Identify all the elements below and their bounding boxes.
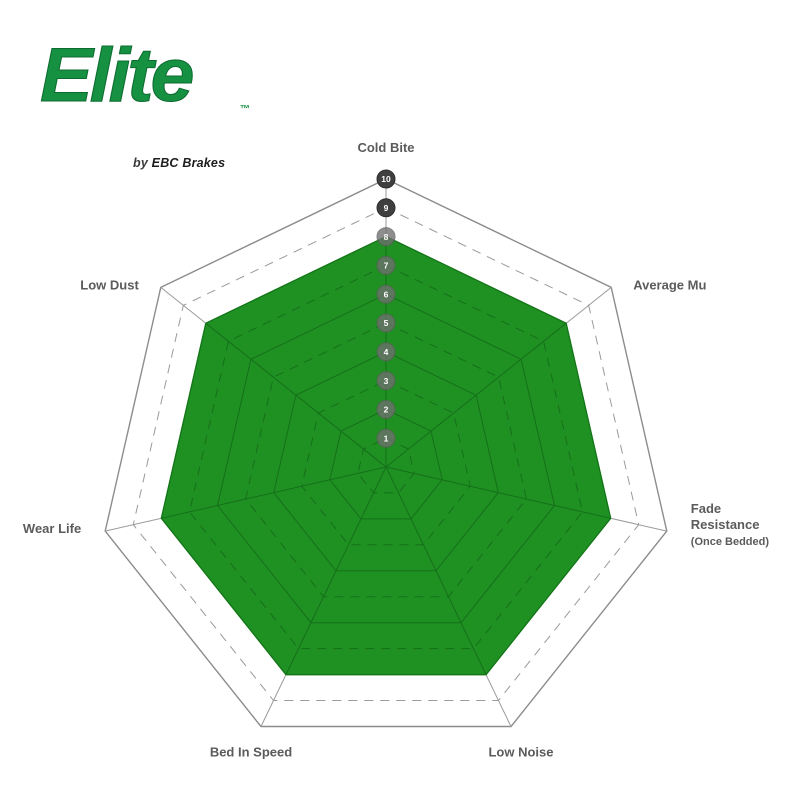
scale-tick-8: 8 [376, 227, 396, 247]
scale-tick-label: 1 [384, 433, 389, 443]
axis-label-line: (Once Bedded) [691, 536, 770, 548]
scale-tick-dot [376, 198, 396, 218]
inner-grid-overlay [160, 236, 612, 676]
axis-label-line: Average Mu [633, 277, 706, 292]
tagline-brand: EBC Brakes [151, 156, 226, 170]
axis-label-line: Resistance [691, 517, 760, 532]
scale-tick-label: 9 [384, 203, 389, 213]
elite-brand-logo: Elite ™ by EBC Brakes [39, 33, 270, 170]
grid-ring-over-3 [301, 380, 471, 546]
scale-tick-label: 5 [384, 318, 389, 328]
axis-label-line: Low Dust [80, 277, 139, 292]
axis-label-1: Average Mu [633, 277, 706, 292]
grid-ring-over-8 [160, 236, 612, 676]
brand-name-text: Elite [39, 33, 194, 118]
scale-tick-label: 4 [384, 347, 389, 357]
scale-tick-label: 6 [384, 289, 389, 299]
trademark-symbol: ™ [240, 104, 250, 115]
scale-tick-dot [376, 399, 396, 419]
axis-label-line: Low Noise [488, 745, 553, 760]
axis-label-line: Bed In Speed [210, 745, 292, 760]
axis-spoke-over-3 [385, 466, 487, 675]
axis-label-line: Fade [691, 501, 721, 516]
scale-tick-dot [376, 284, 396, 304]
scale-tick-label: 10 [381, 174, 391, 184]
axis-spoke-over-6 [205, 322, 387, 468]
grid-ring-over-7 [188, 264, 584, 650]
scale-tick-5: 5 [376, 313, 396, 333]
axis-label-4: Bed In Speed [210, 745, 292, 760]
scale-tick-dot [376, 428, 396, 448]
tagline-prefix: by [133, 156, 152, 170]
scale-tick-dot [376, 371, 396, 391]
axis-label-3: Low Noise [488, 745, 553, 760]
scale-tick-label: 2 [384, 405, 389, 415]
scale-tick-2: 2 [376, 399, 396, 419]
scale-tick-4: 4 [376, 342, 396, 362]
scale-tick-9: 9 [376, 198, 396, 218]
axis-label-line: Cold Bite [357, 140, 414, 155]
axis-label-6: Low Dust [80, 277, 139, 292]
axis-spoke-over-2 [385, 466, 611, 519]
scale-tick-dot [376, 255, 396, 275]
grid-ring-10 [104, 178, 668, 728]
axis-label-line: Wear Life [23, 521, 81, 536]
brand-tagline: by EBC Brakes [133, 156, 225, 170]
scale-tick-dot [376, 342, 396, 362]
scale-tick-label: 8 [384, 232, 389, 242]
scale-tick-dot [376, 169, 396, 189]
axis-spoke-over-5 [161, 466, 387, 519]
grid-ring-over-4 [273, 351, 499, 572]
grid-ring-over-2 [329, 408, 443, 520]
scale-tick-label: 7 [384, 261, 389, 271]
axis-label-5: Wear Life [23, 521, 81, 536]
scale-tick-markers: 10 9 8 7 6 5 4 3 2 1 [376, 169, 396, 448]
grid-ring-9 [132, 207, 640, 701]
grid-ring-over-6 [216, 293, 556, 624]
scale-tick-7: 7 [376, 255, 396, 275]
scale-tick-dot [376, 313, 396, 333]
axis-spoke-over-1 [385, 322, 567, 468]
grid-ring-over-1 [357, 437, 415, 494]
scale-tick-3: 3 [376, 371, 396, 391]
scale-tick-dot [376, 227, 396, 247]
scale-tick-label: 3 [384, 376, 389, 386]
scale-tick-10: 10 [376, 169, 396, 189]
axis-label-0: Cold Bite [357, 140, 414, 155]
axis-spoke-over-4 [285, 466, 387, 675]
grid-ring-over-5 [245, 322, 527, 598]
scale-tick-6: 6 [376, 284, 396, 304]
scale-tick-1: 1 [376, 428, 396, 448]
